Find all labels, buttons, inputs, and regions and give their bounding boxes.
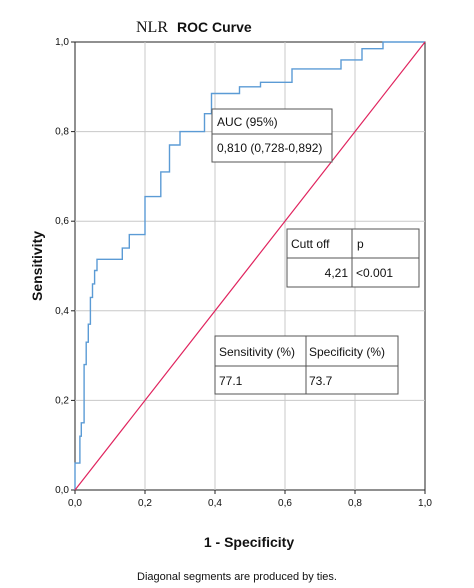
- axis-ticks: 0,0 0,2 0,4 0,6 0,8 1,0 0,0 0,2 0,4 0,6 0,8 1,0: [55, 37, 432, 509]
- y-tick-label: 0,8: [55, 127, 69, 138]
- reference-line: [74, 41, 426, 491]
- p-value: <0.001: [356, 266, 393, 280]
- auc-table-box: [211, 108, 333, 163]
- auc-header: AUC (95%): [217, 115, 278, 129]
- y-tick-label: 0,4: [55, 306, 69, 317]
- cutoff-header: Cutt off: [291, 237, 330, 251]
- y-tick-label: 0,0: [55, 485, 69, 496]
- x-tick-label: 1,0: [418, 498, 432, 509]
- x-tick-label: 0,4: [208, 498, 222, 509]
- y-axis-label: Sensitivity: [29, 231, 45, 301]
- y-tick-label: 0,2: [55, 395, 69, 406]
- cutoff-value: 4,21: [325, 266, 349, 280]
- auc-table: AUC (95%) 0,810 (0,728-0,892): [211, 108, 333, 163]
- roc-curve: [74, 41, 425, 490]
- x-tick-label: 0,8: [348, 498, 362, 509]
- x-tick-label: 0,0: [68, 498, 82, 509]
- y-tick-label: 0,6: [55, 216, 69, 227]
- specificity-header: Specificity (%): [309, 345, 385, 359]
- x-axis-label: 1 - Specificity: [204, 534, 294, 550]
- chart-title-prefix: NLR: [136, 19, 168, 36]
- p-header: p: [357, 237, 364, 251]
- sensitivity-header: Sensitivity (%): [219, 345, 295, 359]
- x-tick-label: 0,6: [278, 498, 292, 509]
- sens-spec-table: Sensitivity (%) Specificity (%) 77.1 73.…: [214, 335, 399, 395]
- series-layer: [74, 41, 426, 491]
- x-tick-label: 0,2: [138, 498, 152, 509]
- specificity-value: 73.7: [309, 374, 333, 388]
- sensitivity-value: 77.1: [219, 374, 243, 388]
- chart-title: NLR ROC Curve: [136, 19, 252, 36]
- y-tick-label: 1,0: [55, 37, 69, 48]
- cutoff-table: Cutt off p 4,21 <0.001: [286, 228, 420, 288]
- footnote: Diagonal segments are produced by ties.: [137, 571, 337, 583]
- auc-value: 0,810 (0,728-0,892): [217, 141, 322, 155]
- chart-title-main: ROC Curve: [177, 19, 252, 35]
